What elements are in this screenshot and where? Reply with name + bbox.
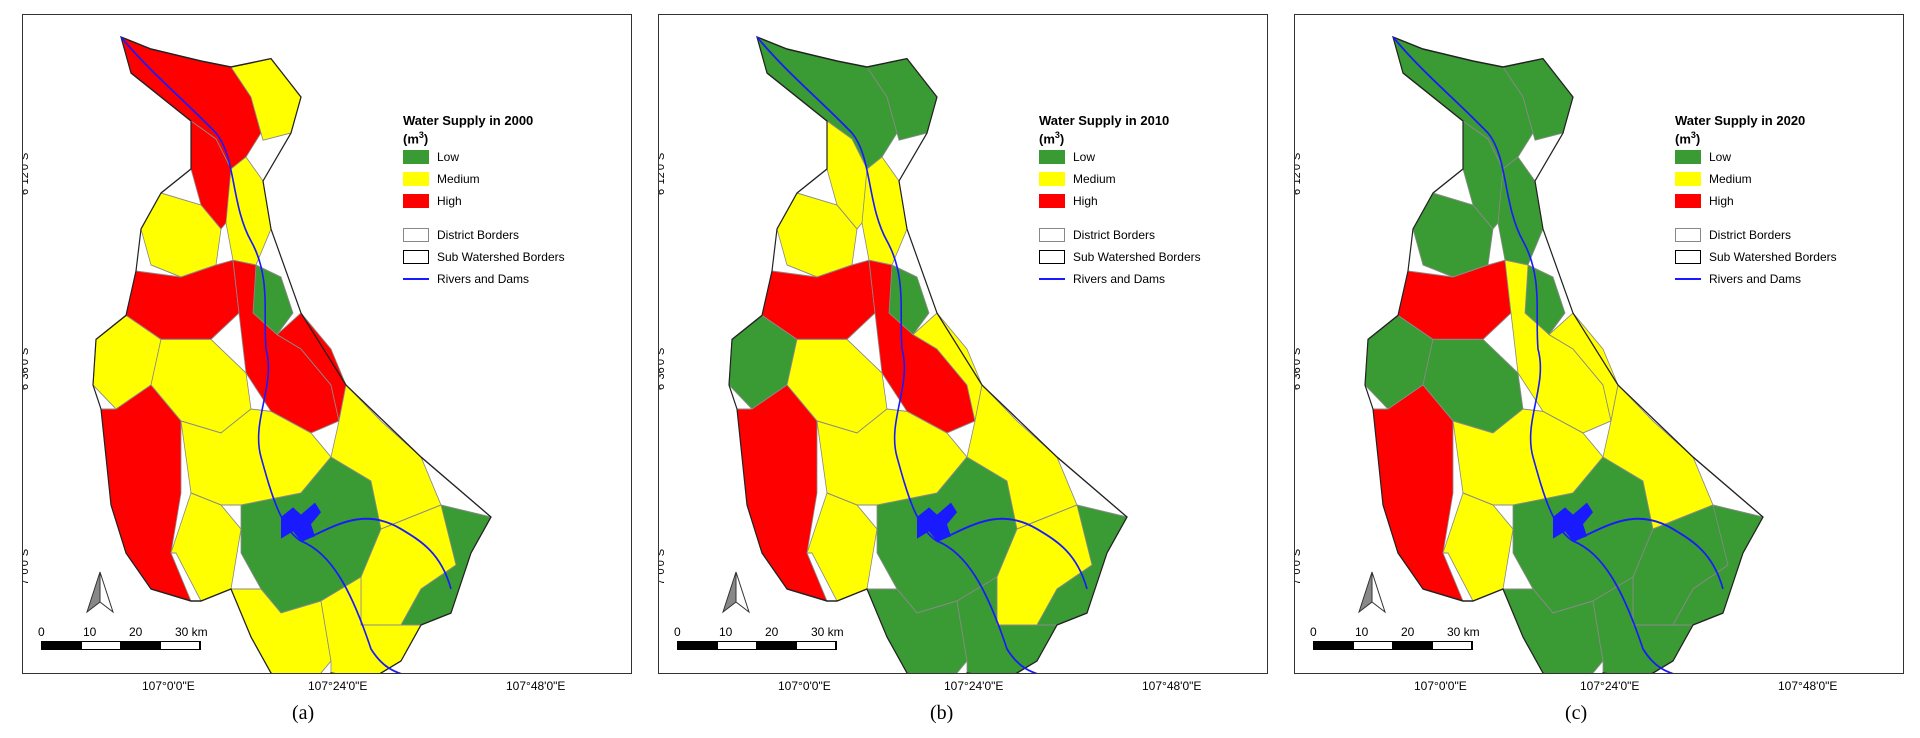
- legend-title: Water Supply in 2000: [403, 113, 534, 128]
- map-panel-2000: 6°12'0"S 6°36'0"S 7°0'0"S Water Supply i…: [22, 14, 632, 674]
- legend-rivers: Rivers and Dams: [1675, 268, 1837, 290]
- region-upper-east: [1497, 156, 1544, 266]
- panel-caption-a: (a): [292, 702, 315, 724]
- river-line: [300, 517, 452, 590]
- lat-label: 7°0'0"S: [1294, 548, 1303, 585]
- region-sw-coast: [1372, 384, 1464, 602]
- lat-label: 7°0'0"S: [658, 548, 667, 585]
- legend-high: High: [1039, 190, 1201, 212]
- watershed-border: [1364, 35, 1764, 673]
- legend-medium: Medium: [1675, 168, 1837, 190]
- lat-label: 6°36'0"S: [658, 347, 667, 390]
- watershed-map: [92, 35, 492, 673]
- watershed-map: [728, 35, 1128, 673]
- region-upper-east: [225, 156, 272, 266]
- legend-title: Water Supply in 2010: [1039, 113, 1170, 128]
- river-line: [120, 36, 402, 673]
- region-sw-coast: [736, 384, 828, 602]
- panel-caption-b: (b): [930, 702, 954, 724]
- river-line: [936, 517, 1088, 590]
- legend-district: District Borders: [403, 224, 565, 246]
- legend-unit: (m3): [1039, 130, 1065, 147]
- legend: Water Supply in 2020 (m3) Low Medium Hig…: [1675, 113, 1837, 290]
- north-arrow-icon: [86, 571, 114, 614]
- legend-unit: (m3): [403, 130, 429, 147]
- legend-medium: Medium: [1039, 168, 1201, 190]
- legend: Water Supply in 2010 (m3) Low Medium Hig…: [1039, 113, 1201, 290]
- legend-district: District Borders: [1039, 224, 1201, 246]
- watershed-map: [1364, 35, 1764, 673]
- scale-bar: 0 10 20 30 km: [674, 625, 877, 650]
- legend: Water Supply in 2000 (m3) Low Medium Hig…: [403, 113, 565, 290]
- legend-rivers: Rivers and Dams: [1039, 268, 1201, 290]
- map-panel-2010: 6°12'0"S 6°36'0"S 7°0'0"S Water Supply i…: [658, 14, 1268, 674]
- legend-high: High: [403, 190, 565, 212]
- river-line: [756, 36, 1038, 673]
- legend-district: District Borders: [1675, 224, 1837, 246]
- legend-watershed: Sub Watershed Borders: [1675, 246, 1837, 268]
- scale-bar: 0 10 20 30 km: [1310, 625, 1513, 650]
- legend-watershed: Sub Watershed Borders: [403, 246, 565, 268]
- scale-bar: 0 10 20 30 km: [38, 625, 241, 650]
- legend-medium: Medium: [403, 168, 565, 190]
- lat-label: 6°36'0"S: [1294, 347, 1303, 390]
- legend-high: High: [1675, 190, 1837, 212]
- lat-label: 6°12'0"S: [1294, 152, 1303, 195]
- lat-label: 6°12'0"S: [22, 152, 31, 195]
- legend-unit: (m3): [1675, 130, 1701, 147]
- dam-reservoir: [917, 502, 957, 541]
- legend-low: Low: [1675, 146, 1837, 168]
- dam-reservoir: [281, 502, 321, 541]
- lat-label: 7°0'0"S: [22, 548, 31, 585]
- region-sw-coast: [100, 384, 192, 602]
- lat-label: 6°36'0"S: [22, 347, 31, 390]
- north-arrow-icon: [1358, 571, 1386, 614]
- map-panel-2020: 6°12'0"S 6°36'0"S 7°0'0"S Water Supply i…: [1294, 14, 1904, 674]
- dam-reservoir: [1553, 502, 1593, 541]
- river-line: [1572, 517, 1724, 590]
- legend-watershed: Sub Watershed Borders: [1039, 246, 1201, 268]
- legend-rivers: Rivers and Dams: [403, 268, 565, 290]
- panel-caption-c: (c): [1565, 702, 1588, 724]
- watershed-border: [728, 35, 1128, 673]
- watershed-border: [92, 35, 492, 673]
- north-arrow-icon: [722, 571, 750, 614]
- lat-label: 6°12'0"S: [658, 152, 667, 195]
- legend-title: Water Supply in 2020: [1675, 113, 1806, 128]
- legend-low: Low: [403, 146, 565, 168]
- region-upper-east: [861, 156, 908, 266]
- legend-low: Low: [1039, 146, 1201, 168]
- river-line: [1392, 36, 1674, 673]
